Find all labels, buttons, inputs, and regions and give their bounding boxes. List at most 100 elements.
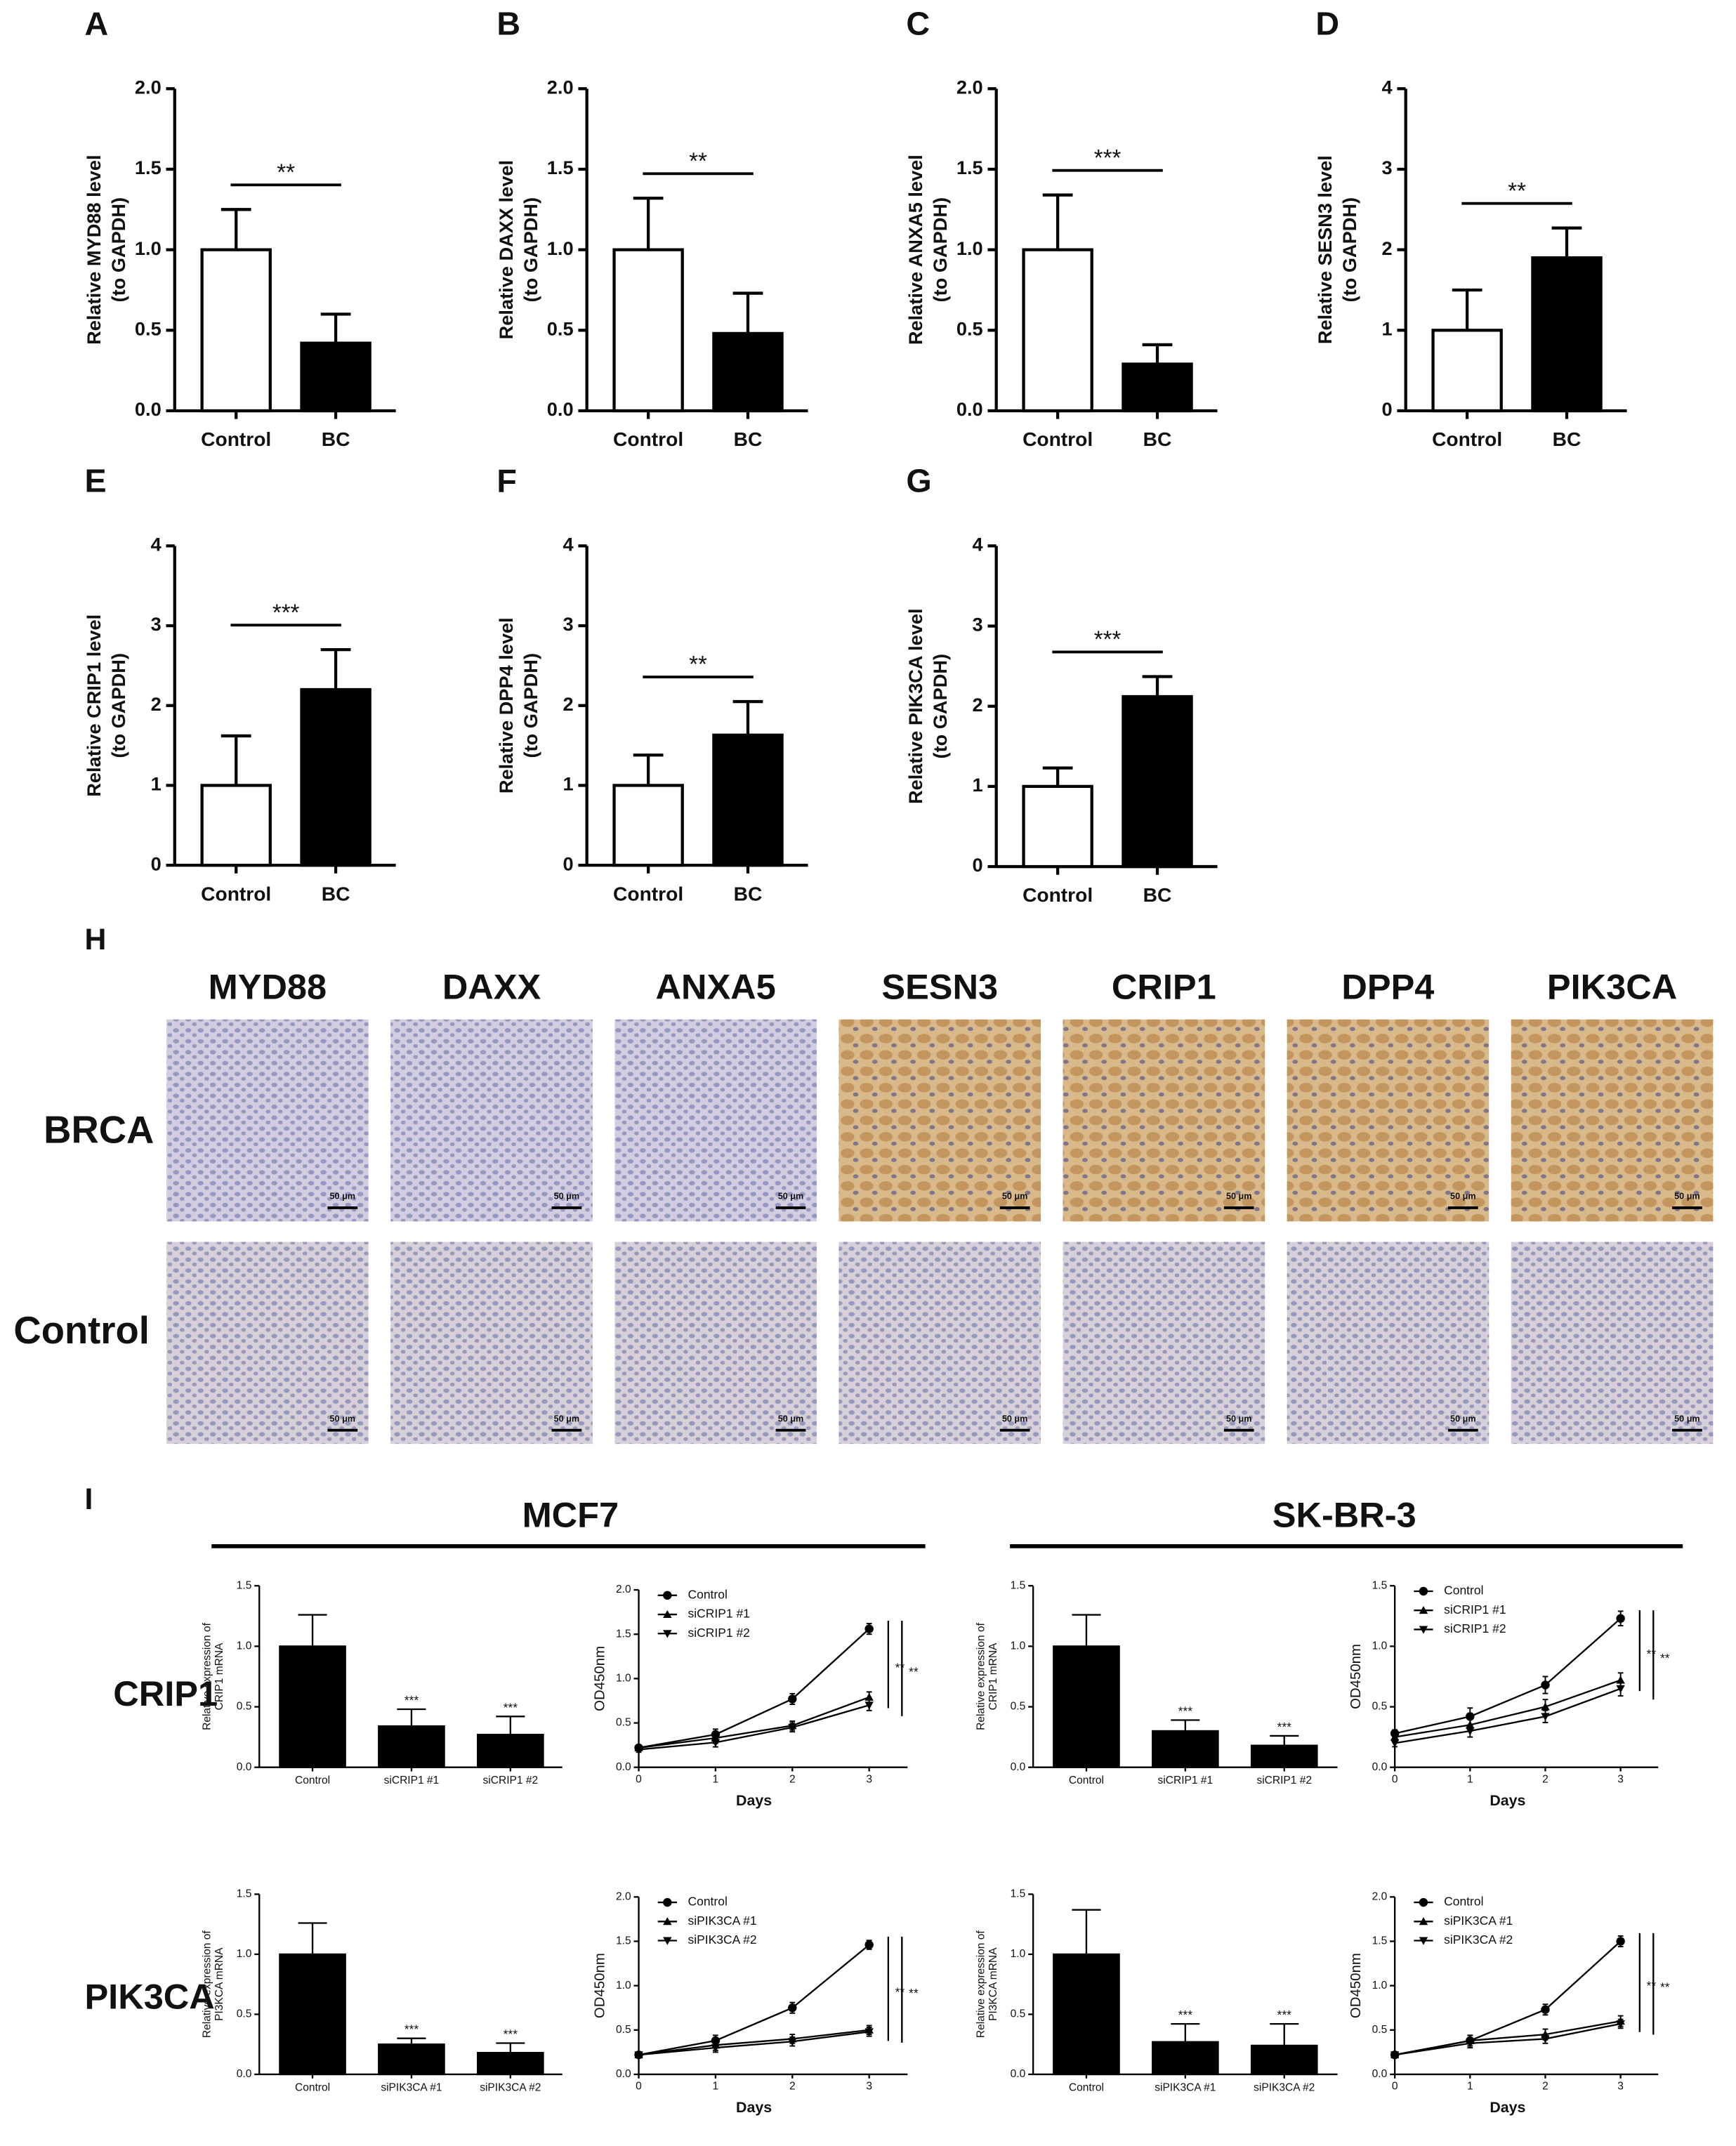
y-axis-label: OD450nm bbox=[592, 1646, 607, 1711]
x-tick-label: siCRIP1 #2 bbox=[1256, 1775, 1312, 1786]
y-tick-label: 1.0 bbox=[547, 237, 574, 259]
legend-label: Control bbox=[1444, 1584, 1483, 1598]
data-point bbox=[788, 1723, 797, 1732]
ihc-texture bbox=[1511, 1019, 1714, 1222]
y-tick-label: 0.5 bbox=[616, 2024, 631, 2036]
significance: ** bbox=[895, 1661, 905, 1675]
scale-bar-label: 50 μm bbox=[330, 1192, 356, 1202]
data-point bbox=[788, 1694, 797, 1704]
legend-marker bbox=[663, 1937, 672, 1945]
bar bbox=[1022, 248, 1093, 413]
x-tick-label: 2 bbox=[1542, 2081, 1548, 2093]
scale-bar-label: 50 μm bbox=[1450, 1414, 1476, 1423]
series-line bbox=[1394, 2020, 1621, 2056]
legend-label: siCRIP1 #2 bbox=[688, 1626, 749, 1640]
y-tick-label: 0.5 bbox=[1372, 2024, 1388, 2036]
panel-label: H bbox=[84, 923, 106, 956]
y-tick-label: 1.5 bbox=[547, 157, 574, 178]
y-axis-label: Relative expression of bbox=[202, 1930, 213, 2038]
scale-bar-label: 50 μm bbox=[778, 1192, 804, 1202]
x-tick-label: Control bbox=[1069, 1775, 1104, 1786]
y-tick-label: 4 bbox=[973, 534, 983, 555]
x-tick-label: Control bbox=[1022, 428, 1093, 450]
y-tick-label: 0.5 bbox=[237, 2008, 252, 2020]
x-tick-label: 3 bbox=[866, 2081, 872, 2093]
y-tick-label: 0.0 bbox=[135, 398, 162, 420]
y-tick-label: 1 bbox=[151, 773, 162, 795]
y-axis-label: (to GAPDH) bbox=[1339, 197, 1360, 303]
y-tick-label: 0.0 bbox=[1011, 2068, 1026, 2080]
significance: ** bbox=[909, 1986, 919, 2000]
data-point bbox=[1541, 1680, 1550, 1690]
x-tick-label: Control bbox=[613, 882, 683, 904]
bar bbox=[1053, 1953, 1120, 2076]
bar bbox=[477, 1734, 544, 1768]
column-header: DPP4 bbox=[1341, 966, 1434, 1006]
y-axis-label: (to GAPDH) bbox=[107, 653, 129, 758]
y-axis-label: OD450nm bbox=[592, 1953, 607, 2018]
panel-label: F bbox=[497, 462, 516, 499]
y-tick-label: 2.0 bbox=[1372, 1890, 1388, 1902]
significance: *** bbox=[405, 1693, 419, 1707]
y-axis-label: Relative DAXX level bbox=[495, 160, 517, 339]
bar bbox=[279, 1645, 346, 1768]
x-tick-label: 0 bbox=[1392, 1773, 1398, 1785]
data-point bbox=[1616, 2020, 1625, 2029]
legend-marker bbox=[1419, 1897, 1428, 1907]
scale-bar-label: 50 μm bbox=[1226, 1192, 1252, 1202]
x-tick-label: BC bbox=[322, 428, 350, 450]
y-tick-label: 0.0 bbox=[1372, 2068, 1388, 2080]
significance: ** bbox=[1647, 1979, 1657, 1993]
y-tick-label: 0.5 bbox=[237, 1701, 252, 1713]
legend-marker bbox=[1419, 1937, 1428, 1945]
y-tick-label: 3 bbox=[563, 613, 573, 635]
series-line bbox=[1394, 2022, 1621, 2056]
y-tick-label: 1.5 bbox=[1372, 1935, 1388, 1947]
x-tick-label: Control bbox=[1069, 2082, 1104, 2094]
y-tick-label: 0.0 bbox=[237, 1761, 252, 1773]
ihc-texture bbox=[1511, 1242, 1714, 1444]
bar bbox=[712, 331, 784, 413]
y-tick-label: 2 bbox=[1382, 237, 1393, 259]
x-tick-label: siCRIP1 #1 bbox=[384, 1775, 440, 1786]
y-tick-label: 3 bbox=[973, 614, 983, 636]
x-tick-label: 1 bbox=[713, 2081, 719, 2093]
x-tick-label: 0 bbox=[1392, 2081, 1398, 2093]
significance: *** bbox=[504, 1700, 518, 1714]
x-tick-label: BC bbox=[734, 428, 763, 450]
ihc-texture bbox=[614, 1242, 817, 1444]
y-axis-label: Relative SESN3 level bbox=[1314, 155, 1336, 344]
y-tick-label: 0 bbox=[1382, 398, 1393, 420]
y-tick-label: 2.0 bbox=[616, 1890, 631, 1902]
row-label: BRCA bbox=[44, 1108, 154, 1151]
x-tick-label: siCRIP1 #1 bbox=[1158, 1775, 1214, 1786]
scale-bar-label: 50 μm bbox=[1002, 1192, 1028, 1202]
y-axis-label: PI3KCA mRNA bbox=[213, 1947, 225, 2021]
significance: *** bbox=[272, 599, 300, 625]
legend-marker bbox=[663, 1591, 672, 1600]
y-tick-label: 4 bbox=[563, 534, 573, 555]
data-point bbox=[1541, 2005, 1550, 2014]
bar bbox=[1122, 362, 1193, 413]
y-tick-label: 0.5 bbox=[956, 317, 983, 339]
y-axis-label: Relative CRIP1 level bbox=[83, 614, 105, 797]
x-tick-label: 3 bbox=[866, 1773, 872, 1785]
y-tick-label: 1.5 bbox=[956, 157, 983, 178]
data-point bbox=[1616, 1685, 1625, 1693]
x-tick-label: BC bbox=[1143, 883, 1172, 906]
y-tick-label: 2 bbox=[151, 693, 162, 715]
bar bbox=[300, 687, 371, 867]
ihc-texture bbox=[166, 1242, 369, 1444]
y-axis-label: PI3KCA mRNA bbox=[987, 1947, 999, 2021]
panel-label: G bbox=[906, 462, 931, 499]
bar bbox=[1022, 784, 1093, 869]
y-tick-label: 1.0 bbox=[1372, 1980, 1388, 1992]
y-tick-label: 1.0 bbox=[616, 1672, 631, 1684]
y-tick-label: 1 bbox=[973, 774, 983, 796]
significance: ** bbox=[689, 147, 707, 173]
scale-bar-label: 50 μm bbox=[1674, 1414, 1700, 1423]
y-axis-label: Relative expression of bbox=[975, 1930, 987, 2038]
x-axis-label: Days bbox=[1490, 2099, 1525, 2116]
column-header: DAXX bbox=[442, 966, 541, 1006]
legend-label: siCRIP1 #2 bbox=[1444, 1621, 1506, 1635]
